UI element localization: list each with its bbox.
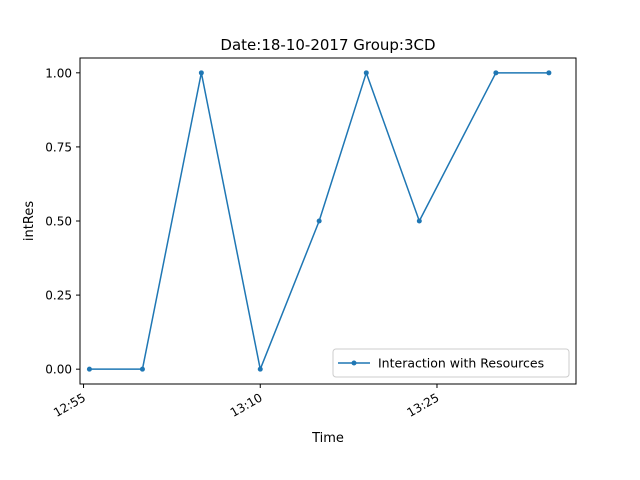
y-axis-label: intRes: [22, 201, 37, 241]
y-tick-label: 0.00: [45, 363, 72, 377]
plot-area: [86, 70, 552, 372]
y-tick-label: 0.50: [45, 215, 72, 229]
data-point: [546, 70, 552, 76]
x-axis-label: Time: [311, 431, 344, 446]
data-point: [493, 70, 499, 76]
y-tick-label: 0.75: [45, 140, 72, 154]
data-point: [139, 366, 145, 372]
y-tick-label: 0.25: [45, 289, 72, 303]
data-point: [257, 366, 263, 372]
data-point: [198, 70, 204, 76]
legend-label: Interaction with Resources: [378, 356, 544, 371]
data-point: [363, 70, 369, 76]
y-axis: 0.00 0.25 0.50 0.75 1.00: [45, 66, 80, 377]
data-point: [316, 218, 322, 224]
data-point: [86, 366, 92, 372]
legend-point-marker: [351, 360, 357, 366]
legend-box: [332, 348, 570, 378]
y-tick-label: 1.00: [45, 66, 72, 80]
chart-title: Date:18-10-2017 Group:3CD: [220, 36, 435, 54]
data-point: [416, 218, 422, 224]
legend: Interaction with Resources: [332, 348, 570, 378]
